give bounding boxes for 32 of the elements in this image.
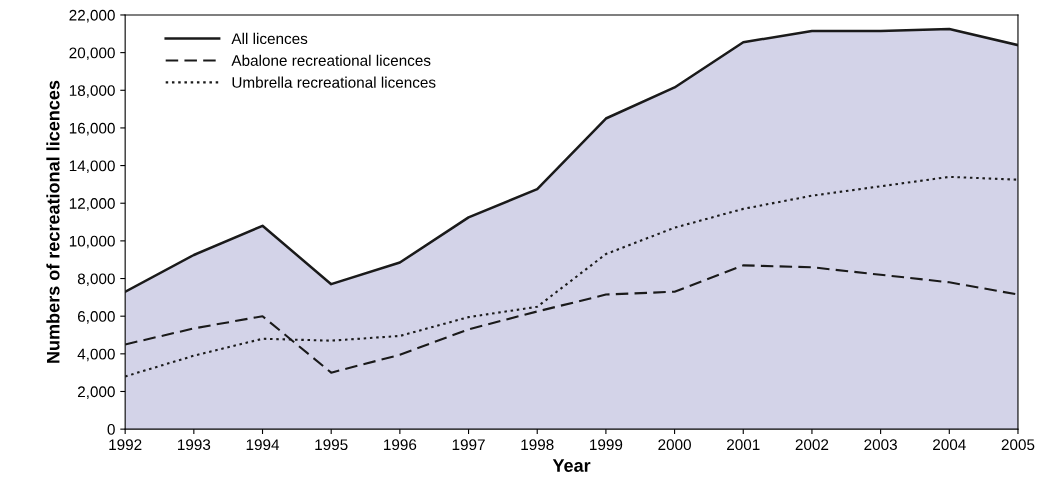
legend-label: All licences bbox=[231, 32, 308, 45]
y-tick-label: 0 bbox=[107, 424, 115, 435]
y-tick-label: 8,000 bbox=[77, 273, 115, 287]
y-tick-label: 10,000 bbox=[69, 235, 115, 249]
x-tick-label: 2000 bbox=[658, 439, 691, 451]
y-axis-title: Numbers of recreational licences bbox=[46, 80, 60, 363]
y-tick-label: 16,000 bbox=[69, 122, 115, 136]
y-tick-label: 18,000 bbox=[69, 85, 115, 98]
y-tick-label: 12,000 bbox=[69, 198, 115, 211]
legend-label: Umbrella recreational licences bbox=[232, 76, 436, 88]
x-tick-label: 1996 bbox=[384, 439, 417, 451]
x-tick-label: 2002 bbox=[795, 439, 829, 451]
y-tick-label: 14,000 bbox=[69, 160, 115, 174]
x-tick-label: 1998 bbox=[521, 439, 554, 451]
y-tick-label: 20,000 bbox=[69, 47, 115, 61]
y-tick-label: 22,000 bbox=[69, 9, 115, 23]
x-tick-label: 2005 bbox=[1001, 439, 1035, 451]
y-tick-label: 4,000 bbox=[77, 348, 115, 362]
y-tick-label: 2,000 bbox=[77, 386, 115, 399]
x-axis-title: Year bbox=[552, 459, 591, 472]
x-tick-label: 2003 bbox=[864, 439, 897, 451]
legend-label: Abalone recreational licences bbox=[231, 54, 431, 66]
x-tick-label: 1995 bbox=[315, 439, 348, 451]
x-tick-label: 1999 bbox=[590, 439, 623, 451]
x-tick-label: 1994 bbox=[246, 439, 280, 451]
x-tick-label: 1993 bbox=[178, 439, 211, 451]
x-tick-label: 2004 bbox=[933, 439, 966, 451]
x-tick-label: 1992 bbox=[109, 439, 142, 451]
x-tick-label: 1997 bbox=[452, 439, 485, 451]
y-tick-label: 6,000 bbox=[77, 311, 115, 324]
line-series bbox=[125, 175, 1018, 378]
x-tick-label: 2001 bbox=[727, 439, 760, 451]
